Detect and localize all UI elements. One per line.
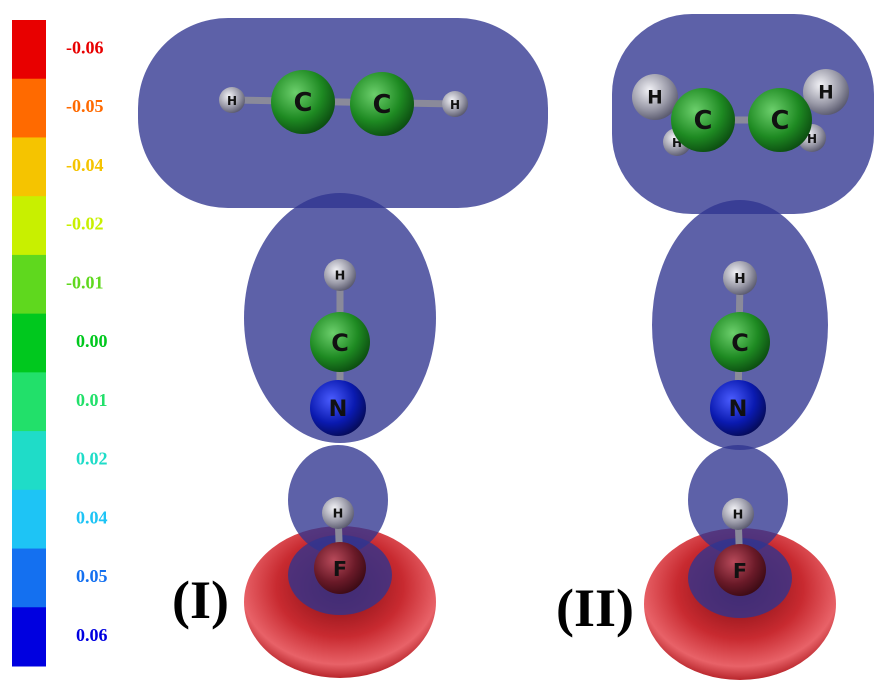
atom-label: N <box>329 396 348 422</box>
atom-label: H <box>734 271 745 287</box>
scale-label: 0.02 <box>76 449 108 469</box>
scale-swatch <box>12 372 46 431</box>
scale-label: 0.06 <box>76 625 108 645</box>
scale-swatch <box>12 490 46 549</box>
atom-label: C <box>694 106 713 136</box>
scale-swatch <box>12 196 46 255</box>
scale-label: -0.05 <box>66 96 104 116</box>
scale-swatch <box>12 137 46 196</box>
atom-label: H <box>733 508 744 523</box>
scale-label: -0.04 <box>66 155 104 175</box>
scale-label: 0.04 <box>76 507 108 527</box>
panel-label: (I) <box>172 570 229 630</box>
scale-label: 0.01 <box>76 390 108 410</box>
surface <box>138 18 548 208</box>
scale-swatch <box>12 79 46 138</box>
scale-swatch <box>12 255 46 314</box>
atom-label: H <box>647 88 662 109</box>
scale-label: 0.00 <box>76 331 108 351</box>
panel-label: (II) <box>556 578 634 638</box>
scale-label: -0.02 <box>66 214 104 234</box>
scale-label: -0.06 <box>66 37 104 57</box>
atom-label: H <box>333 507 344 522</box>
bond <box>232 100 455 104</box>
figure: -0.06 -0.05 -0.04 -0.02 -0.01 0.00 0.01 0.02 0.0… <box>0 0 885 682</box>
atom-label: C <box>373 90 392 120</box>
atom-label: F <box>333 557 347 581</box>
scale-label: -0.01 <box>66 272 104 292</box>
atom-label: C <box>294 88 313 118</box>
scale-swatch <box>12 549 46 608</box>
atom-label: H <box>227 94 237 108</box>
atom-label: H <box>818 83 833 104</box>
atom-label: H <box>335 269 346 284</box>
scale-swatch <box>12 314 46 373</box>
scale-swatch <box>12 607 46 666</box>
scale-swatch <box>12 20 46 79</box>
scale-swatch <box>12 431 46 490</box>
atom-label: H <box>450 98 460 112</box>
atom-label: C <box>331 329 349 357</box>
atom-label: N <box>729 396 748 422</box>
atom-label: C <box>731 329 749 357</box>
atom-label: F <box>733 559 747 583</box>
atom-label: C <box>771 106 790 136</box>
scale-label: 0.05 <box>76 566 108 586</box>
color-scale: -0.06 -0.05 -0.04 -0.02 -0.01 0.00 0.01 0.02 0.0… <box>12 20 108 667</box>
